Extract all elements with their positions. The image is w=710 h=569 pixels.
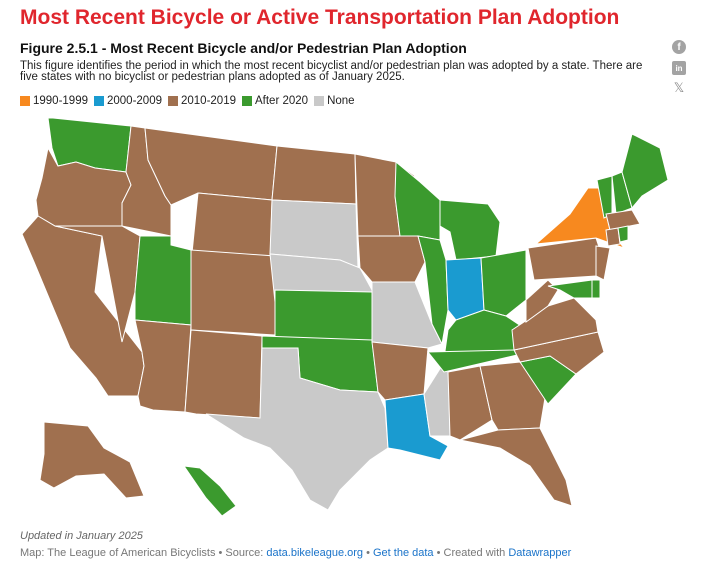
legend-label: After 2020 <box>255 95 309 107</box>
state-wi[interactable] <box>394 160 441 241</box>
legend-label: None <box>327 95 355 107</box>
state-ar[interactable] <box>371 341 429 401</box>
state-pa[interactable] <box>527 237 605 281</box>
legend-item-1990: 1990-1999 <box>20 95 88 107</box>
state-nm[interactable] <box>184 329 263 419</box>
legend: 1990-1999 2000-2009 2010-2019 After 2020… <box>20 95 355 107</box>
page-title: Most Recent Bicycle or Active Transporta… <box>20 6 620 29</box>
state-fl[interactable] <box>459 427 573 507</box>
state-me[interactable] <box>621 133 669 210</box>
datawrapper-link[interactable]: Datawrapper <box>508 547 572 559</box>
legend-item-none: None <box>314 95 355 107</box>
legend-swatch <box>242 96 252 106</box>
state-wv[interactable] <box>525 279 559 323</box>
state-de[interactable] <box>591 279 601 299</box>
legend-swatch <box>168 96 178 106</box>
legend-label: 2010-2019 <box>181 95 236 107</box>
figure-title: Figure 2.5.1 - Most Recent Bicycle and/o… <box>20 40 467 56</box>
state-ri[interactable] <box>617 225 629 243</box>
state-ia[interactable] <box>357 235 426 283</box>
updated-note: Updated in January 2025 <box>20 530 143 542</box>
legend-swatch <box>94 96 104 106</box>
state-mi[interactable] <box>439 199 501 261</box>
footer-credits: Map: The League of American Bicyclists •… <box>20 547 571 559</box>
state-ma[interactable] <box>605 209 641 231</box>
state-ks[interactable] <box>274 289 373 341</box>
state-al[interactable] <box>447 365 493 441</box>
legend-label: 1990-1999 <box>33 95 88 107</box>
legend-item-2010: 2010-2019 <box>168 95 236 107</box>
state-ut[interactable] <box>134 235 192 326</box>
state-il[interactable] <box>417 235 449 346</box>
legend-swatch <box>20 96 30 106</box>
legend-swatch <box>314 96 325 106</box>
get-data-link[interactable]: Get the data <box>373 547 434 559</box>
state-mt[interactable] <box>144 127 278 206</box>
source-link[interactable]: data.bikeleague.org <box>266 547 364 559</box>
legend-label: 2000-2009 <box>107 95 162 107</box>
x-icon[interactable]: 𝕏 <box>673 80 685 95</box>
state-in[interactable] <box>445 257 485 321</box>
state-ct[interactable] <box>605 227 621 247</box>
state-hi[interactable] <box>182 465 237 517</box>
state-nj[interactable] <box>595 245 611 281</box>
legend-item-2020: After 2020 <box>242 95 308 107</box>
state-md[interactable] <box>547 279 593 299</box>
state-ak[interactable] <box>39 421 145 499</box>
separator: • <box>363 547 373 559</box>
state-ca[interactable] <box>21 215 145 397</box>
separator: • Created with <box>433 547 509 559</box>
facebook-icon[interactable]: f <box>672 40 686 54</box>
legend-item-2000: 2000-2009 <box>94 95 162 107</box>
state-co[interactable] <box>190 249 276 336</box>
state-nd[interactable] <box>271 145 357 205</box>
credit-prefix: Map: The League of American Bicyclists •… <box>20 547 267 559</box>
state-wa[interactable] <box>47 117 132 173</box>
linkedin-icon[interactable]: in <box>672 61 686 75</box>
state-tx[interactable] <box>205 347 389 511</box>
figure-description: This figure identifies the period in whi… <box>20 60 643 83</box>
state-oh[interactable] <box>480 249 527 317</box>
